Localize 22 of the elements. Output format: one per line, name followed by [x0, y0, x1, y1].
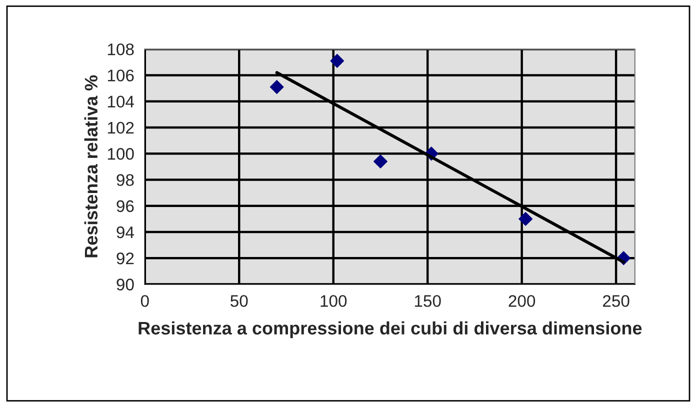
x-tick-label: 50 — [230, 295, 248, 307]
point — [330, 54, 344, 68]
x-axis-title: Resistenza a compressione dei cubi di diversa dimensione — [138, 321, 642, 338]
y-tick-label: 94 — [116, 226, 134, 238]
y-tick-label: 92 — [116, 252, 134, 264]
y-axis-title: Resistenza relativa % — [84, 75, 98, 258]
y-tick-label: 108 — [108, 43, 134, 56]
y-tick-label: 90 — [116, 278, 134, 290]
y-tick-label: 102 — [108, 122, 134, 134]
x-tick-label: 150 — [414, 295, 441, 307]
x-tick-label: 100 — [320, 295, 347, 307]
point — [270, 80, 284, 94]
x-tick-label: 0 — [140, 295, 149, 307]
y-tick-label: 96 — [116, 200, 134, 212]
point — [518, 212, 533, 226]
y-tick-label: 98 — [116, 174, 134, 186]
y-tick-label: 104 — [108, 96, 134, 108]
point — [374, 154, 388, 168]
x-tick-label: 200 — [508, 295, 536, 307]
x-tick-label: 250 — [602, 295, 630, 307]
y-tick-label: 100 — [108, 148, 134, 160]
y-tick-label: 106 — [108, 70, 134, 82]
